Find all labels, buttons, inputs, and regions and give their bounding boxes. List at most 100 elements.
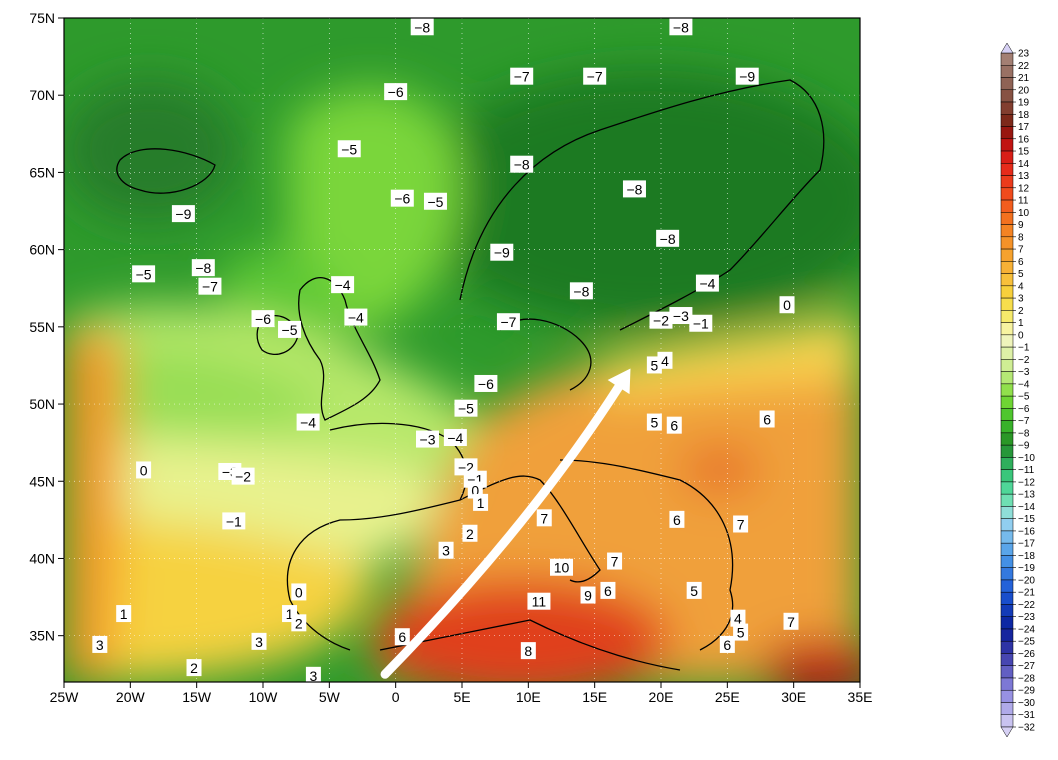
- svg-text:−2: −2: [235, 469, 251, 485]
- contour-label: 5: [646, 413, 662, 431]
- colorbar-label: 4: [1018, 281, 1024, 292]
- colorbar-label: 12: [1018, 183, 1030, 194]
- svg-text:−9: −9: [494, 245, 510, 261]
- contour-label: 3: [438, 541, 454, 559]
- svg-text:−8: −8: [626, 181, 642, 197]
- contour-label: 4: [657, 351, 673, 369]
- colorbar-swatch: [1000, 689, 1014, 703]
- contour-label: 10: [550, 558, 573, 576]
- x-tick-label: 10W: [249, 689, 279, 705]
- colorbar-swatch: [1000, 199, 1014, 213]
- svg-text:−9: −9: [175, 206, 191, 222]
- contour-label: 3: [305, 666, 321, 682]
- temperature-field: [64, 70, 860, 682]
- y-tick-label: 70N: [29, 87, 55, 103]
- x-tick-label: 15W: [182, 689, 212, 705]
- svg-text:7: 7: [540, 510, 548, 526]
- colorbar-label: −29: [1018, 686, 1035, 697]
- graticule: [64, 18, 860, 682]
- colorbar-label: 15: [1018, 147, 1030, 158]
- contour-label: 3: [92, 635, 108, 653]
- colorbar-swatch: [1000, 567, 1014, 581]
- svg-text:2: 2: [190, 660, 198, 676]
- svg-text:0: 0: [783, 297, 791, 313]
- colorbar-label: −4: [1018, 379, 1030, 390]
- colorbar-label: −32: [1018, 723, 1035, 734]
- colorbar-label: −21: [1018, 588, 1035, 599]
- svg-text:2: 2: [295, 615, 303, 631]
- colorbar-swatch: [1000, 187, 1014, 201]
- contour-label: 6: [719, 635, 735, 653]
- colorbar-swatch: [1000, 408, 1014, 421]
- svg-text:−7: −7: [514, 69, 530, 85]
- contour-label: −3: [669, 307, 693, 325]
- contour-label: 2: [291, 614, 307, 632]
- svg-text:−8: −8: [573, 283, 589, 299]
- svg-text:7: 7: [611, 554, 619, 570]
- colorbar-swatch: [1000, 420, 1014, 434]
- colorbar-swatch: [1000, 52, 1014, 66]
- contour-label: −8: [669, 18, 693, 35]
- colorbar-label: 11: [1018, 196, 1029, 207]
- colorbar-label: 2: [1018, 306, 1024, 317]
- colorbar-label: 20: [1018, 85, 1030, 96]
- flow-arrow: [380, 368, 631, 679]
- contour-label: 1: [473, 493, 489, 511]
- svg-text:0: 0: [295, 584, 303, 600]
- colorbar-swatch: [1000, 542, 1014, 556]
- colorbar-label: 10: [1018, 208, 1030, 219]
- svg-text:−3: −3: [420, 432, 436, 448]
- contour-label: −8: [191, 259, 215, 277]
- colorbar-swatch: [1000, 101, 1014, 115]
- colorbar-label: −20: [1018, 575, 1035, 586]
- contour-label: 2: [186, 659, 202, 677]
- y-tick-label: 65N: [29, 164, 55, 180]
- colorbar-label: −5: [1018, 392, 1030, 403]
- contour-label: 9: [580, 586, 596, 604]
- colorbar-label: −17: [1018, 539, 1035, 550]
- svg-text:−5: −5: [136, 266, 152, 282]
- contour-labels: −8 −8−7 −7 −9−6−5−8−8−6 −5−9−8−9−5 −8−7 −4 −8 −4…: [92, 18, 799, 682]
- contour-label: −8: [410, 18, 434, 35]
- x-tick-label: 0: [392, 689, 400, 705]
- contour-label: −1: [222, 512, 246, 530]
- colorbar-swatch: [1000, 334, 1014, 348]
- colorbar-swatch: [1000, 677, 1014, 691]
- svg-text:6: 6: [604, 583, 612, 599]
- contour-label: −5: [337, 140, 361, 158]
- colorbar-label: −11: [1018, 465, 1035, 476]
- colorbar-label: 21: [1018, 73, 1030, 84]
- coastlines: [116, 79, 825, 671]
- contour-label: 6: [394, 628, 410, 646]
- colorbar-swatch: [1000, 714, 1014, 728]
- map-plot-area: −8 −8−7 −7 −9−6−5−8−8−6 −5−9−8−9−5 −8−7 −4 −8 −4…: [64, 18, 860, 682]
- svg-text:−5: −5: [427, 194, 443, 210]
- colorbar-swatch: [1000, 616, 1014, 630]
- svg-text:−7: −7: [587, 69, 603, 85]
- contour-label: −7: [510, 67, 534, 85]
- contour-label: −4: [443, 429, 467, 447]
- colorbar-label: −14: [1018, 502, 1035, 513]
- colorbar-swatch: [1000, 138, 1014, 152]
- colorbar-label: 0: [1018, 330, 1024, 341]
- contour-label: 7: [733, 515, 749, 533]
- colorbar-swatch: [1000, 224, 1014, 238]
- svg-text:0: 0: [471, 483, 479, 499]
- y-tick-label: 45N: [29, 473, 55, 489]
- svg-text:8: 8: [524, 643, 532, 659]
- colorbar: 23222120191817161514131211109876543210−1…: [1000, 42, 1035, 738]
- svg-text:2: 2: [466, 526, 474, 542]
- contour-label: 6: [669, 510, 685, 528]
- colorbar-swatch: [1000, 248, 1014, 262]
- colorbar-label: 3: [1018, 294, 1024, 305]
- colorbar-label: −9: [1018, 441, 1030, 452]
- contour-label: −9: [735, 67, 759, 85]
- contour-label: 4: [730, 609, 746, 627]
- colorbar-label: 22: [1018, 61, 1030, 72]
- svg-text:9: 9: [584, 588, 592, 604]
- colorbar-swatch: [1000, 506, 1014, 519]
- y-tick-label: 35N: [29, 628, 55, 644]
- y-tick-label: 75N: [29, 10, 55, 26]
- contour-label: 2: [462, 524, 478, 542]
- contour-label: −5: [423, 192, 447, 210]
